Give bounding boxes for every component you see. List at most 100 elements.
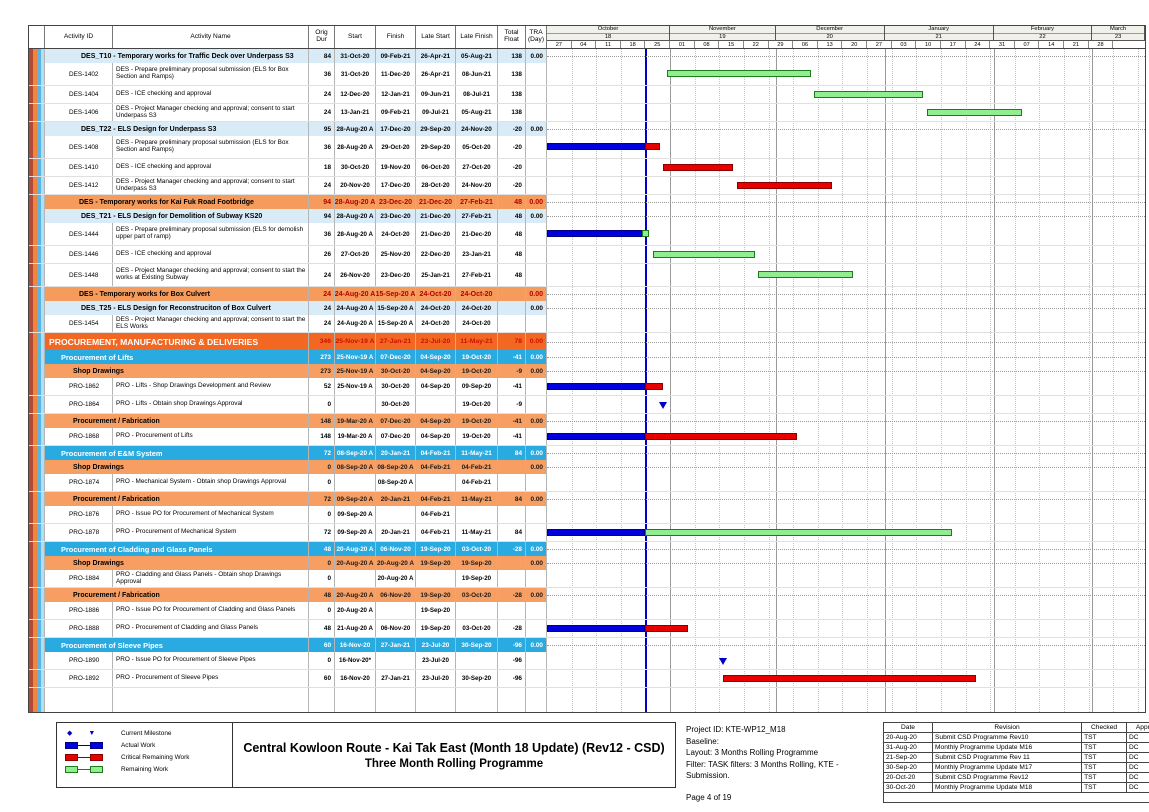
cell-finish: 30-Oct-20 — [376, 364, 416, 378]
group-separator-line — [547, 308, 1145, 309]
chart-grid-overlay — [547, 49, 1145, 712]
cell-start: 30-Oct-20 — [335, 159, 376, 176]
cell-activity-id: PRO-1862 — [45, 378, 113, 395]
cell-finish: 27-Jan-21 — [376, 670, 416, 687]
cell-finish: 17-Dec-20 — [376, 177, 416, 194]
group-title: DES_T22 - ELS Design for Underpass S3 — [45, 122, 309, 136]
legend-label: Remaining Work — [121, 765, 169, 773]
cell-total-float: -28 — [498, 588, 526, 602]
cell-late-finish: 19-Oct-20 — [456, 350, 498, 364]
cell-late-finish: 04-Feb-21 — [456, 460, 498, 474]
cell-start: 24-Aug-20 A — [335, 301, 376, 315]
revision-table-box: DateRevisionCheckedApproved 20-Aug-20Sub… — [882, 722, 1149, 803]
week-label: 13 — [818, 41, 843, 48]
revision-row: 20-Oct-20 Submit CSD Programme Rev12 TST DC — [882, 772, 1149, 783]
cell-orig-dur: 48 — [309, 588, 335, 602]
legend-item: ◆▼ Current Milestone — [65, 727, 232, 739]
group-row: Shop Drawings 0 08-Sep-20 A 08-Sep-20 A 04-F… — [29, 460, 1145, 474]
cell-orig-dur: 72 — [309, 446, 335, 460]
cell-tra: 0.00 — [526, 364, 547, 378]
week-gridline — [620, 49, 623, 712]
cell-orig-dur: 52 — [309, 378, 335, 395]
month-gridline — [1092, 49, 1094, 712]
cell-late-finish: 19-Oct-20 — [456, 396, 498, 413]
cell-tra — [526, 315, 547, 332]
cell-finish: 15-Sep-20 A — [376, 287, 416, 301]
activity-row-PRO-1864: PRO-1864 PRO - Lifts - Obtain shop Drawin… — [29, 396, 1145, 414]
cell-finish: 24-Oct-20 — [376, 223, 416, 245]
cell-start: 09-Sep-20 A — [335, 524, 376, 541]
gantt-row-canvas — [547, 159, 1145, 176]
cell-finish — [376, 506, 416, 523]
group-row: Procurement of Sleeve Pipes 60 16-Nov-20 27… — [29, 638, 1145, 652]
month-band-march: March 23 — [1092, 26, 1145, 40]
cell-total-float: -96 — [498, 652, 526, 669]
cell-finish: 09-Feb-21 — [376, 104, 416, 121]
week-label: 18 — [621, 41, 646, 48]
gantt-bar-actual — [547, 230, 642, 237]
cell-tra: 0.00 — [526, 460, 547, 474]
revision-row: 21-Sep-20 Submit CSD Programme Rev 11 TST D… — [882, 752, 1149, 763]
cell-activity-name: PRO - Procurement of Mechanical System — [113, 524, 309, 541]
cell-tra — [526, 86, 547, 103]
wbs-color-stripes — [29, 428, 45, 445]
cell-late-start: 21-Dec-20 — [416, 195, 456, 209]
column-header-late_finish: Late Finish — [456, 26, 498, 48]
cell-start: 16-Nov-20 — [335, 670, 376, 687]
milestone-legend-icon: ◆▼ — [67, 730, 112, 737]
gantt-bar-critical — [663, 163, 734, 171]
cell-activity-name: PRO - Cladding and Glass Panels - Obtain… — [113, 570, 309, 587]
cell-late-finish: 11-May-21 — [456, 446, 498, 460]
revision-cell: Monthly Programme Update M18 — [932, 782, 1083, 793]
gantt-row-canvas — [547, 474, 1145, 491]
data-date-line — [645, 49, 648, 712]
cell-late-start: 04-Sep-20 — [416, 364, 456, 378]
group-separator-line — [547, 129, 1145, 130]
cell-total-float: 48 — [498, 223, 526, 245]
wbs-color-stripes — [29, 378, 45, 395]
cell-tra — [526, 177, 547, 194]
cell-late-finish: 24-Oct-20 — [456, 315, 498, 332]
cell-orig-dur: 273 — [309, 350, 335, 364]
cell-start: 25-Nov-19 A — [335, 378, 376, 395]
cell-tra: 0.00 — [526, 333, 547, 350]
cell-orig-dur: 24 — [309, 301, 335, 315]
cell-finish: 06-Nov-20 — [376, 620, 416, 637]
cell-orig-dur: 0 — [309, 602, 335, 619]
gantt-row-canvas — [547, 588, 1145, 602]
critical-legend-icon — [65, 753, 121, 761]
revision-cell: 20-Oct-20 — [882, 772, 934, 783]
legend-label: Actual Work — [121, 741, 156, 749]
cell-total-float: 138 — [498, 49, 526, 63]
cell-finish: 20-Aug-20 A — [376, 570, 416, 587]
cell-tra — [526, 264, 547, 286]
cell-orig-dur: 18 — [309, 159, 335, 176]
group-title: Procurement / Fabrication — [45, 492, 309, 506]
revision-cell: DC — [1126, 762, 1149, 773]
month-band-october: October 18 — [547, 26, 671, 40]
cell-late-finish — [456, 506, 498, 523]
group-title: DES_T10 - Temporary works for Traffic De… — [45, 49, 309, 63]
table-header-row: Activity ID Activity Name Orig Dur Start Fin… — [29, 26, 1145, 49]
cell-start: 20-Nov-20 — [335, 177, 376, 194]
group-separator-line — [547, 294, 1145, 295]
week-label: 07 — [1015, 41, 1040, 48]
cell-start: 28-Aug-20 A — [335, 223, 376, 245]
cell-finish: 07-Dec-20 — [376, 350, 416, 364]
cell-start: 31-Oct-20 — [335, 63, 376, 85]
cell-late-finish: 08-Jun-21 — [456, 63, 498, 85]
cell-late-finish — [456, 652, 498, 669]
cell-late-finish: 30-Sep-20 — [456, 638, 498, 652]
cell-finish — [376, 602, 416, 619]
cell-late-start: 19-Sep-20 — [416, 556, 456, 570]
revision-row: 20-Aug-20 Submit CSD Programme Rev10 TST DC — [882, 732, 1149, 743]
cell-late-start: 19-Sep-20 — [416, 542, 456, 556]
group-separator-line — [547, 216, 1145, 217]
gantt-bar-critical — [736, 181, 832, 189]
gantt-bar-remaining — [814, 90, 924, 98]
group-separator-line — [547, 371, 1145, 372]
wbs-color-stripes — [29, 492, 45, 506]
column-header-id: Activity ID — [45, 26, 113, 48]
